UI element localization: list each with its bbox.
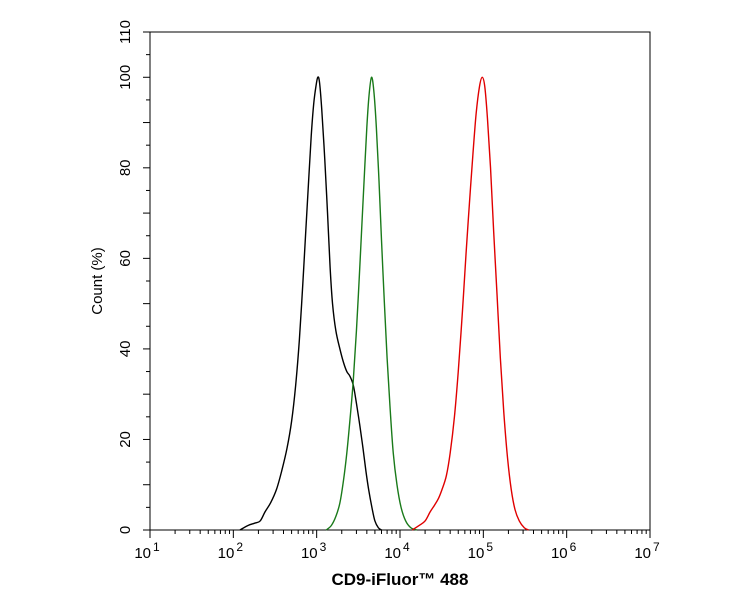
y-tick-label: 40	[117, 341, 134, 358]
series-layer	[239, 76, 529, 531]
x-tick-label: 10 4	[384, 540, 410, 562]
y-axis: 0 20 40 60 80 100 110	[117, 20, 150, 534]
black-histogram-series	[239, 76, 382, 531]
x-axis: 10 1 10 2 10 3 10 4 10 5 10 6 10 7	[134, 530, 660, 562]
x-tick-label: 10 6	[551, 540, 577, 562]
x-tick-label: 10 5	[468, 540, 494, 562]
x-tick-label: 10 3	[301, 540, 327, 562]
x-axis-title: CD9-iFluor™ 488	[332, 570, 469, 589]
x-tick-label: 10 2	[218, 540, 244, 562]
x-tick-label: 10 1	[134, 540, 160, 562]
y-tick-label: 110	[117, 20, 134, 44]
plot-frame	[149, 31, 651, 531]
y-tick-label: 80	[117, 159, 134, 176]
green-histogram-series	[325, 76, 418, 531]
x-tick-label: 10 7	[634, 540, 660, 562]
y-axis-title: Count (%)	[89, 247, 106, 315]
y-tick-label: 100	[117, 65, 134, 90]
y-tick-label: 60	[117, 250, 134, 267]
y-tick-label: 20	[117, 431, 134, 448]
y-tick-label: 0	[117, 526, 134, 534]
red-histogram-series	[411, 76, 529, 531]
